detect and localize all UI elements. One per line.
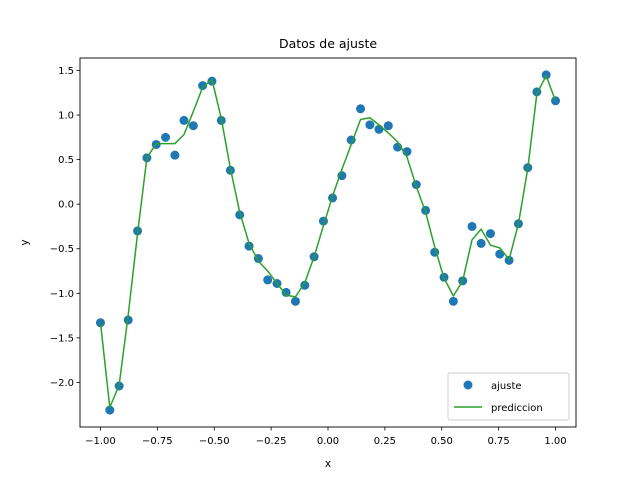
data-point (281, 287, 291, 297)
plot-area (95, 70, 561, 415)
data-point (161, 132, 171, 142)
y-tick-label: −0.5 (50, 244, 74, 255)
x-tick-label: −0.50 (199, 436, 230, 447)
y-tick-label: −2.0 (50, 378, 74, 389)
y-axis-ticks: −2.0 −1.5 −1.0 −0.5 0.0 0.5 1.0 1.5 (50, 66, 80, 389)
prediction-line (99, 75, 557, 409)
data-point (541, 70, 551, 80)
x-tick-label: −0.75 (142, 436, 173, 447)
data-point (383, 121, 393, 131)
data-point (198, 81, 208, 91)
x-tick-label: 0.00 (317, 436, 339, 447)
data-point (374, 124, 384, 134)
y-tick-label: 1.0 (58, 111, 74, 122)
x-tick-label: −1.00 (85, 436, 116, 447)
data-point (105, 405, 115, 415)
data-point (476, 238, 486, 248)
data-point (467, 221, 477, 231)
legend-marker-ajuste (463, 380, 473, 390)
data-point (485, 229, 495, 239)
y-tick-label: −1.5 (50, 333, 74, 344)
x-tick-label: 0.50 (431, 436, 453, 447)
y-tick-label: 0.5 (58, 155, 74, 166)
data-point (504, 255, 514, 265)
data-point (365, 120, 375, 130)
data-point (356, 104, 366, 114)
legend-label-ajuste: ajuste (491, 381, 522, 392)
x-axis-label: x (325, 458, 331, 470)
data-point (300, 280, 310, 290)
legend: ajuste prediccion (447, 372, 570, 421)
y-tick-label: 1.5 (58, 66, 74, 77)
x-axis-ticks: −1.00 −0.75 −0.50 −0.25 0.00 0.25 0.50 0.75 1.00 (85, 427, 567, 447)
data-point (290, 296, 300, 306)
data-point (170, 150, 180, 160)
x-tick-label: 1.00 (544, 436, 566, 447)
x-tick-label: −0.25 (256, 436, 287, 447)
y-tick-label: 0.0 (58, 200, 74, 211)
data-point (495, 249, 505, 259)
plot-frame (79, 57, 577, 428)
x-tick-label: 0.25 (374, 436, 396, 447)
x-tick-label: 0.75 (488, 436, 510, 447)
y-axis-label: y (19, 239, 31, 245)
legend-label-prediccion: prediccion (491, 403, 543, 414)
chart-title: Datos de ajuste (279, 36, 377, 51)
data-point (263, 275, 273, 285)
data-point (179, 115, 189, 125)
legend-box (447, 372, 570, 421)
data-point (448, 296, 458, 306)
y-tick-label: −1.0 (50, 289, 74, 300)
data-point (188, 121, 198, 131)
